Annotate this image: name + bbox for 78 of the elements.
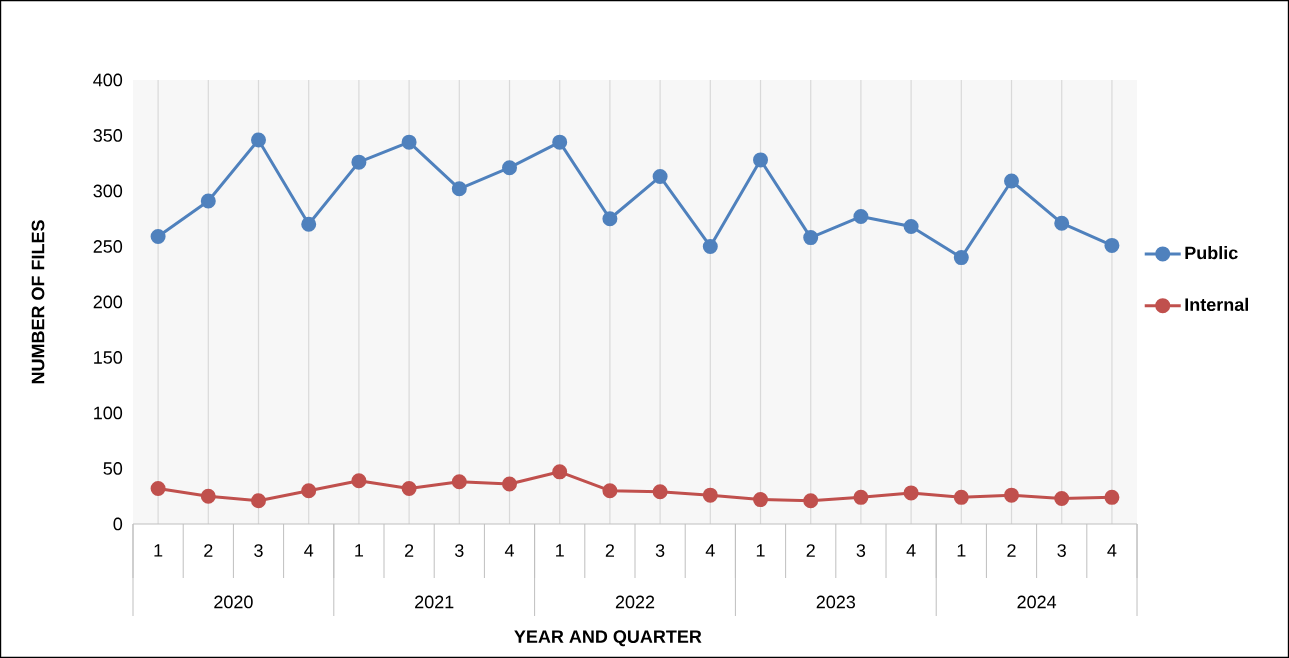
point [401,480,417,496]
y-tick-label: 300 [93,184,123,198]
point [903,219,919,235]
x-tick-label: 4 [906,544,916,557]
point [251,132,266,148]
x-tick-label: 4 [705,544,715,557]
x-tick-label: 1 [556,544,564,557]
x-tick-label: 4 [504,544,514,557]
point [602,211,618,227]
x-tick-label: 4 [304,544,314,557]
point [953,250,969,266]
x-axis-title: YEAR AND QUARTER [514,630,702,647]
point [301,216,317,232]
x-tick-label: 2 [605,544,615,557]
x-tick-label: 1 [957,544,966,557]
point [351,154,367,170]
text: 2024 [1017,595,1057,609]
y-tick-label: 400 [93,73,123,87]
x-tick-label: 1 [355,544,364,557]
point [502,160,518,176]
legend-label: Internal [1185,297,1248,312]
y-tick-label: 200 [93,295,123,309]
x-tick-label: 4 [1107,544,1117,557]
text: 2022 [615,595,655,609]
point [953,489,969,505]
x-tick-label: 3 [856,544,866,557]
x-tick-label: 2 [1007,544,1016,557]
x-tick-label: 1 [154,544,163,557]
point [1104,237,1120,253]
point [451,181,467,197]
point [301,483,317,499]
legend-label: Public [1185,246,1238,260]
x-tick-label: 2 [204,544,213,557]
y-tick-label: 0 [113,517,123,531]
x-tick-label: 3 [655,544,665,557]
x-tick-label: 2 [806,544,815,557]
point [1104,489,1120,505]
point [552,134,568,150]
point [602,483,618,499]
point [803,230,819,246]
point [401,134,417,150]
point [552,464,568,480]
point [351,473,367,489]
point [753,152,769,168]
point [251,493,266,509]
text: 2023 [816,595,856,609]
point [853,209,869,225]
point [1054,490,1070,506]
x-tick-label: 3 [454,544,464,557]
y-tick-label: 150 [94,351,123,364]
point [1004,173,1020,189]
point [451,474,467,490]
x-tick-label: 1 [756,544,765,557]
point [903,485,919,501]
point [150,480,166,496]
point [200,488,216,504]
point [702,487,718,503]
point [803,493,819,509]
point [150,229,166,245]
y-tick-label: 250 [93,240,123,253]
x-tick-label: 2 [405,544,414,557]
point [1004,487,1020,503]
point [652,484,668,500]
text: 2021 [415,595,454,609]
y-axis-title: NUMBER OF FILES [31,220,45,384]
text: 2020 [214,595,253,609]
x-tick-label: 3 [1057,544,1066,557]
point [652,169,668,185]
y-tick-label: 50 [103,462,123,475]
x-tick-label: 3 [254,544,263,557]
point [702,239,718,254]
point [1054,215,1070,231]
y-tick-label: 100 [94,406,123,420]
point [200,193,216,209]
y-tick-label: 350 [93,129,123,142]
point [853,489,869,505]
point [502,476,518,492]
point [753,492,769,508]
